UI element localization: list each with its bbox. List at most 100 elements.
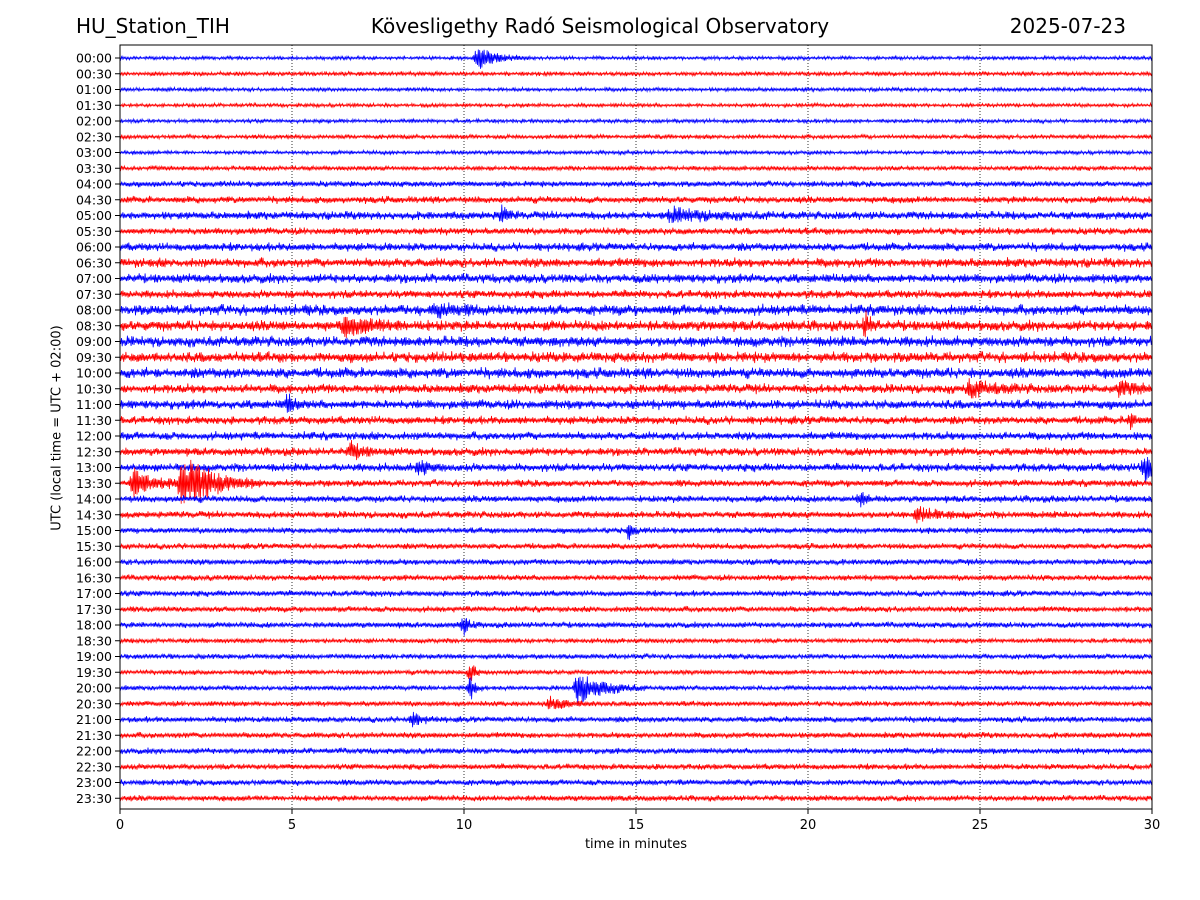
y-tick-label: 13:30	[76, 476, 112, 491]
trace-1900	[120, 652, 1152, 661]
y-tick-label: 12:00	[76, 429, 112, 444]
y-tick-label: 01:00	[76, 82, 112, 97]
y-tick-label: 03:30	[76, 161, 112, 176]
y-tick-label: 21:30	[76, 728, 112, 743]
trace-1500	[120, 524, 1152, 541]
x-tick-label: 5	[288, 818, 296, 833]
trace-2000	[120, 676, 1152, 706]
x-tick-label: 30	[1144, 818, 1161, 833]
trace-1130	[120, 413, 1152, 431]
trace-1630	[120, 574, 1152, 582]
trace-1100	[120, 393, 1152, 413]
trace-1730	[120, 605, 1152, 613]
trace-1430	[120, 506, 1152, 524]
trace-1400	[120, 491, 1152, 508]
y-tick-label: 17:30	[76, 602, 112, 617]
y-tick-label: 05:00	[76, 208, 112, 223]
trace-1200	[120, 431, 1152, 441]
trace-0500	[120, 204, 1152, 224]
trace-0330	[120, 164, 1152, 172]
station-name: HU_Station_TIH	[76, 14, 230, 38]
y-tick-label: 20:00	[76, 681, 112, 696]
y-tick-label: 10:30	[76, 381, 112, 396]
x-tick-label: 20	[800, 818, 817, 833]
x-tick-label: 25	[972, 818, 989, 833]
trace-0630	[120, 257, 1152, 269]
trace-0830	[120, 310, 1152, 338]
trace-1230	[120, 439, 1152, 461]
trace-2300	[120, 778, 1152, 787]
y-tick-label: 19:30	[76, 665, 112, 680]
date-label: 2025-07-23	[1009, 14, 1126, 38]
y-tick-label: 09:00	[76, 334, 112, 349]
trace-0100	[120, 85, 1152, 94]
y-tick-label: 07:00	[76, 271, 112, 286]
trace-0730	[120, 289, 1152, 300]
y-tick-label: 18:30	[76, 633, 112, 648]
trace-0700	[120, 273, 1152, 285]
y-tick-label: 11:30	[76, 413, 112, 428]
vertical-gridlines	[291, 45, 981, 809]
trace-0030	[120, 69, 1152, 78]
y-tick-label: 14:00	[76, 492, 112, 507]
y-tick-label: 13:00	[76, 460, 112, 475]
x-axis: 0 5 10 15 20 25 30	[116, 809, 1160, 833]
y-axis-label: UTC (local time = UTC + 02:00)	[49, 325, 65, 531]
trace-2030	[120, 695, 1152, 710]
trace-0600	[120, 242, 1152, 252]
y-tick-label: 01:30	[76, 98, 112, 113]
y-tick-label: 10:00	[76, 366, 112, 381]
trace-2100	[120, 711, 1152, 728]
y-tick-label: 22:30	[76, 759, 112, 774]
trace-1330	[120, 459, 1152, 504]
trace-1700	[120, 589, 1152, 598]
trace-1530	[120, 542, 1152, 551]
y-tick-label: 21:00	[76, 712, 112, 727]
trace-0230	[120, 133, 1152, 141]
trace-0530	[120, 227, 1152, 236]
y-tick-label: 06:00	[76, 240, 112, 255]
trace-0900	[120, 335, 1152, 348]
y-tick-label: 16:30	[76, 570, 112, 585]
trace-group	[120, 49, 1152, 802]
y-tick-label: 02:00	[76, 114, 112, 129]
trace-2130	[120, 731, 1152, 739]
y-tick-label: 19:00	[76, 649, 112, 664]
trace-0300	[120, 148, 1152, 157]
y-axis: 00:0000:3001:0001:3002:0002:3003:0003:30…	[76, 51, 120, 806]
y-tick-label: 11:00	[76, 397, 112, 412]
trace-2330	[120, 794, 1152, 802]
y-tick-label: 07:30	[76, 287, 112, 302]
observatory-title: Kövesligethy Radó Seismological Observat…	[370, 14, 830, 38]
trace-0430	[120, 195, 1152, 204]
trace-1000	[120, 366, 1152, 380]
y-tick-label: 23:30	[76, 791, 112, 806]
trace-0130	[120, 101, 1152, 109]
y-tick-label: 00:30	[76, 66, 112, 81]
y-tick-label: 18:00	[76, 618, 112, 633]
trace-0200	[120, 117, 1152, 125]
trace-1300	[120, 456, 1152, 483]
y-tick-label: 03:00	[76, 145, 112, 160]
trace-0000	[120, 49, 1152, 69]
x-tick-label: 0	[116, 818, 124, 833]
y-tick-label: 02:30	[76, 129, 112, 144]
trace-1830	[120, 636, 1152, 645]
trace-1600	[120, 558, 1152, 566]
y-tick-label: 04:00	[76, 177, 112, 192]
y-tick-label: 09:30	[76, 350, 112, 365]
y-tick-label: 20:30	[76, 696, 112, 711]
y-tick-label: 22:00	[76, 744, 112, 759]
trace-0800	[120, 302, 1152, 319]
x-tick-label: 10	[456, 818, 473, 833]
trace-2200	[120, 747, 1152, 755]
y-tick-label: 06:30	[76, 255, 112, 270]
trace-1930	[120, 665, 1152, 681]
x-tick-label: 15	[628, 818, 645, 833]
y-tick-label: 00:00	[76, 51, 112, 66]
y-tick-label: 12:30	[76, 444, 112, 459]
y-tick-label: 15:00	[76, 523, 112, 538]
trace-0400	[120, 180, 1152, 188]
y-tick-label: 17:00	[76, 586, 112, 601]
